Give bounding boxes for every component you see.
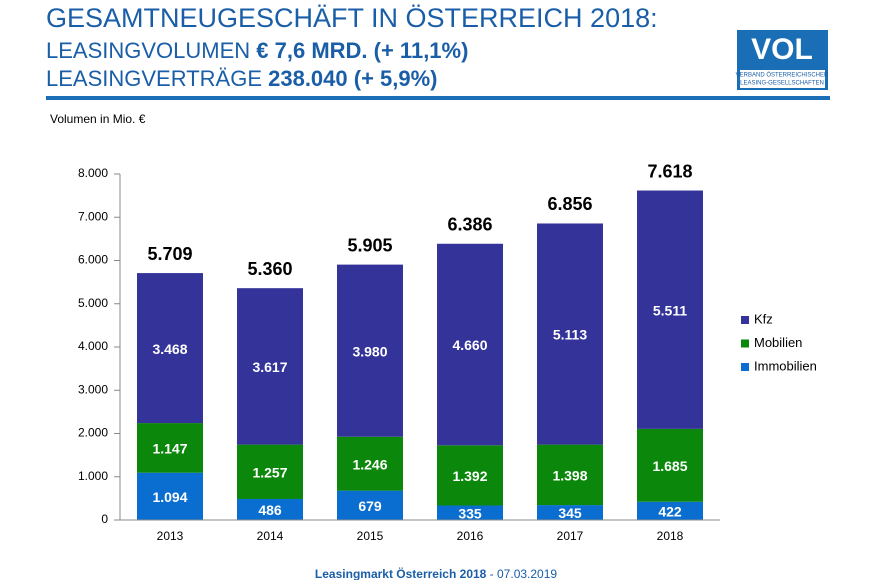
- value-label: 5.113: [553, 327, 587, 343]
- y-axis-label: Volumen in Mio. €: [50, 112, 146, 126]
- value-label: 3.980: [352, 343, 387, 359]
- bar-segment: [337, 490, 403, 520]
- bar-segment: [437, 445, 503, 506]
- value-label: 1.094: [152, 489, 187, 505]
- value-label: 1.246: [352, 456, 387, 472]
- value-label: 422: [658, 504, 682, 520]
- logo-text: LEASING-GESELLSCHAFTEN: [740, 81, 824, 87]
- total-label: 6.386: [447, 215, 492, 235]
- legend-swatch: [741, 363, 749, 371]
- bar-segment: [437, 243, 503, 446]
- total-label: 5.709: [147, 244, 192, 264]
- x-tick-label: 2013: [157, 529, 184, 543]
- bar-segment: [137, 472, 203, 520]
- value-label: 1.147: [152, 441, 187, 457]
- y-tick-label: 1.000: [78, 469, 108, 483]
- footer: Leasingmarkt Österreich 2018 - 07.03.201…: [315, 566, 557, 580]
- bar-segment: [637, 501, 703, 520]
- legend-swatch: [741, 316, 749, 324]
- y-tick-label: 0: [101, 512, 108, 526]
- subtitle-text: LEASINGVERTRÄGE: [46, 66, 268, 91]
- bar-segment: [137, 423, 203, 473]
- value-label: 5.511: [653, 302, 687, 318]
- y-tick-label: 8.000: [78, 166, 108, 180]
- bar-segment: [237, 288, 303, 445]
- x-tick-label: 2015: [357, 529, 384, 543]
- subtitle-bold: 238.040 (+ 5,9%): [268, 66, 437, 91]
- x-tick-label: 2018: [657, 529, 684, 543]
- total-label: 5.905: [347, 235, 392, 255]
- value-label: 335: [458, 505, 482, 521]
- total-label: 7.618: [647, 161, 692, 181]
- value-label: 3.617: [252, 359, 287, 375]
- bar-segment: [537, 505, 603, 520]
- x-tick-label: 2014: [257, 529, 284, 543]
- title: GESAMTNEUGESCHÄFT IN ÖSTERREICH 2018:: [46, 3, 658, 33]
- y-tick-label: 7.000: [78, 209, 108, 223]
- value-label: 1.685: [652, 458, 687, 474]
- legend-swatch: [741, 339, 749, 348]
- y-tick-label: 3.000: [78, 382, 108, 396]
- bar-segment: [637, 428, 703, 502]
- legend-label: Mobilien: [754, 335, 802, 350]
- total-label: 6.856: [547, 194, 592, 214]
- value-label: 1.392: [452, 468, 487, 484]
- legend-label: Kfz: [754, 311, 773, 326]
- bar-segment: [637, 190, 703, 429]
- bar-segment: [337, 436, 403, 491]
- y-tick-label: 2.000: [78, 426, 108, 440]
- total-label: 5.360: [247, 259, 292, 279]
- header-rule: [46, 96, 830, 100]
- legend-label: Immobilien: [754, 358, 817, 373]
- footer-text: - 07.03.2019: [486, 567, 557, 580]
- logo-panel: [740, 70, 825, 88]
- footer-bold: Leasingmarkt Österreich 2018: [315, 566, 487, 580]
- logo-mark: VOL: [751, 33, 813, 66]
- subtitle-2: LEASINGVERTRÄGE 238.040 (+ 5,9%): [46, 66, 438, 91]
- subtitle-text: LEASINGVOLUMEN: [46, 38, 256, 63]
- y-tick-label: 5.000: [78, 296, 108, 310]
- bar-segment: [137, 273, 203, 424]
- subtitle-1: LEASINGVOLUMEN € 7,6 MRD. (+ 11,1%): [46, 38, 468, 63]
- logo-text: VERBAND ÖSTERREICHISCHER: [736, 72, 829, 79]
- x-tick-label: 2016: [457, 529, 484, 543]
- bar-segment: [537, 223, 603, 445]
- value-label: 3.468: [152, 341, 187, 357]
- value-label: 4.660: [452, 337, 487, 353]
- value-label: 345: [558, 505, 582, 521]
- value-label: 486: [258, 502, 282, 518]
- bar-segment: [237, 498, 303, 520]
- bar-segment: [537, 444, 603, 506]
- bar-segment: [337, 264, 403, 437]
- value-label: 1.398: [552, 468, 587, 484]
- x-tick-label: 2017: [557, 529, 584, 543]
- y-tick-label: 6.000: [78, 253, 108, 267]
- value-label: 1.257: [252, 465, 287, 481]
- bar-segment: [237, 444, 303, 499]
- y-tick-label: 4.000: [78, 339, 108, 353]
- value-label: 679: [358, 498, 382, 514]
- bar-segment: [437, 505, 503, 520]
- subtitle-bold: € 7,6 MRD. (+ 11,1%): [256, 38, 468, 63]
